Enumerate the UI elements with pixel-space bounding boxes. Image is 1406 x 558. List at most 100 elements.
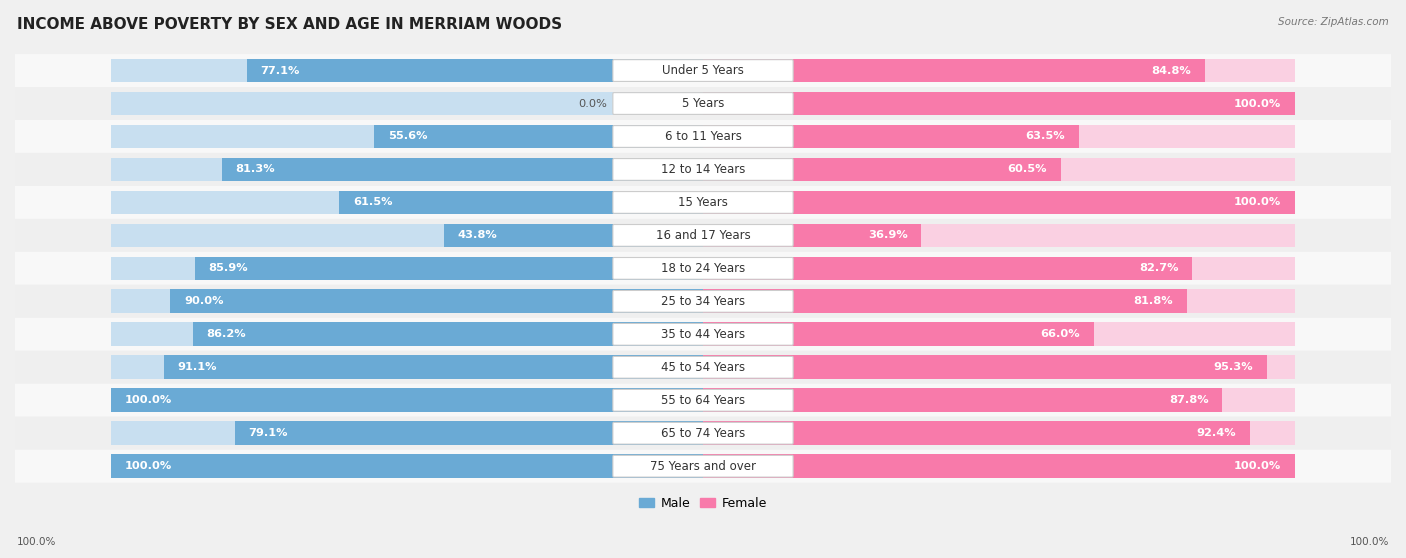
Text: 66.0%: 66.0% — [1040, 329, 1080, 339]
Text: 81.3%: 81.3% — [236, 165, 276, 175]
Text: 79.1%: 79.1% — [249, 428, 288, 438]
Bar — [703, 323, 1094, 346]
FancyBboxPatch shape — [15, 219, 1391, 252]
Bar — [703, 157, 1062, 181]
Bar — [111, 92, 703, 116]
Text: 87.8%: 87.8% — [1170, 395, 1209, 405]
FancyBboxPatch shape — [15, 252, 1391, 285]
Bar — [111, 388, 703, 412]
Text: 77.1%: 77.1% — [260, 65, 299, 75]
Text: 6 to 11 Years: 6 to 11 Years — [665, 130, 741, 143]
Bar — [111, 59, 703, 83]
FancyBboxPatch shape — [613, 257, 793, 279]
Text: 18 to 24 Years: 18 to 24 Years — [661, 262, 745, 275]
Text: INCOME ABOVE POVERTY BY SEX AND AGE IN MERRIAM WOODS: INCOME ABOVE POVERTY BY SEX AND AGE IN M… — [17, 17, 562, 32]
Text: 60.5%: 60.5% — [1008, 165, 1047, 175]
Bar — [703, 257, 1192, 280]
Bar — [703, 157, 1295, 181]
Bar — [111, 454, 703, 478]
FancyBboxPatch shape — [613, 422, 793, 444]
Bar — [703, 191, 1295, 214]
FancyBboxPatch shape — [613, 357, 793, 378]
Bar — [247, 59, 703, 83]
Bar — [703, 191, 1295, 214]
FancyBboxPatch shape — [613, 455, 793, 477]
Bar — [374, 124, 703, 148]
Bar — [703, 290, 1295, 313]
Bar — [222, 157, 703, 181]
FancyBboxPatch shape — [15, 87, 1391, 120]
Bar — [703, 454, 1295, 478]
FancyBboxPatch shape — [15, 153, 1391, 186]
Text: 100.0%: 100.0% — [1350, 537, 1389, 547]
Bar — [703, 388, 1222, 412]
Bar — [703, 355, 1295, 379]
Text: 100.0%: 100.0% — [125, 395, 173, 405]
Bar — [111, 323, 703, 346]
Text: 81.8%: 81.8% — [1133, 296, 1173, 306]
Bar — [111, 124, 703, 148]
Bar — [193, 323, 703, 346]
Bar — [111, 224, 703, 247]
FancyBboxPatch shape — [613, 60, 793, 81]
FancyBboxPatch shape — [613, 324, 793, 345]
Bar — [703, 224, 921, 247]
Text: 65 to 74 Years: 65 to 74 Years — [661, 427, 745, 440]
Bar — [111, 355, 703, 379]
Text: 75 Years and over: 75 Years and over — [650, 460, 756, 473]
FancyBboxPatch shape — [613, 93, 793, 114]
FancyBboxPatch shape — [15, 186, 1391, 219]
Text: 16 and 17 Years: 16 and 17 Years — [655, 229, 751, 242]
FancyBboxPatch shape — [613, 389, 793, 411]
Legend: Male, Female: Male, Female — [634, 492, 772, 515]
FancyBboxPatch shape — [15, 351, 1391, 384]
Bar — [111, 257, 703, 280]
Bar — [111, 388, 703, 412]
FancyBboxPatch shape — [613, 224, 793, 246]
Text: 90.0%: 90.0% — [184, 296, 224, 306]
Text: 35 to 44 Years: 35 to 44 Years — [661, 328, 745, 341]
Bar — [703, 92, 1295, 116]
Text: 84.8%: 84.8% — [1152, 65, 1191, 75]
FancyBboxPatch shape — [613, 158, 793, 180]
Text: 63.5%: 63.5% — [1025, 132, 1064, 142]
Bar — [235, 421, 703, 445]
Text: 92.4%: 92.4% — [1197, 428, 1236, 438]
Bar — [703, 454, 1295, 478]
Text: 100.0%: 100.0% — [1233, 461, 1281, 471]
FancyBboxPatch shape — [15, 384, 1391, 417]
Bar — [165, 355, 703, 379]
Bar — [703, 224, 1295, 247]
Text: 100.0%: 100.0% — [17, 537, 56, 547]
Text: 95.3%: 95.3% — [1213, 362, 1253, 372]
Text: 100.0%: 100.0% — [125, 461, 173, 471]
Bar — [195, 257, 703, 280]
Text: 85.9%: 85.9% — [208, 263, 247, 273]
Bar — [339, 191, 703, 214]
Bar — [444, 224, 703, 247]
Bar — [703, 323, 1295, 346]
FancyBboxPatch shape — [15, 120, 1391, 153]
Text: 86.2%: 86.2% — [207, 329, 246, 339]
FancyBboxPatch shape — [15, 54, 1391, 87]
Text: Under 5 Years: Under 5 Years — [662, 64, 744, 77]
Bar — [703, 388, 1295, 412]
Bar — [111, 290, 703, 313]
Text: 91.1%: 91.1% — [177, 362, 218, 372]
FancyBboxPatch shape — [15, 417, 1391, 450]
Text: 15 Years: 15 Years — [678, 196, 728, 209]
Bar — [703, 290, 1187, 313]
Text: 82.7%: 82.7% — [1139, 263, 1178, 273]
FancyBboxPatch shape — [15, 318, 1391, 351]
Text: 25 to 34 Years: 25 to 34 Years — [661, 295, 745, 308]
Text: Source: ZipAtlas.com: Source: ZipAtlas.com — [1278, 17, 1389, 27]
Bar — [703, 59, 1295, 83]
Bar — [111, 454, 703, 478]
Text: 100.0%: 100.0% — [1233, 198, 1281, 208]
Text: 0.0%: 0.0% — [578, 99, 606, 108]
FancyBboxPatch shape — [613, 126, 793, 147]
Text: 45 to 54 Years: 45 to 54 Years — [661, 361, 745, 374]
FancyBboxPatch shape — [613, 191, 793, 213]
Bar — [703, 59, 1205, 83]
Bar — [703, 257, 1295, 280]
